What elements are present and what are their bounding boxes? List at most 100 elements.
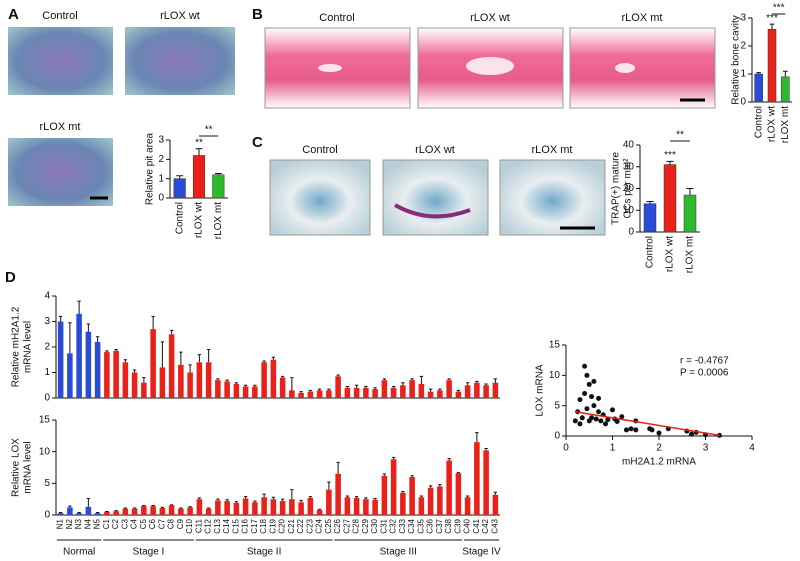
point <box>610 407 615 413</box>
x-tick-label: C38 <box>444 518 453 533</box>
cavity <box>466 57 514 75</box>
y-tick-label: 2 <box>740 41 746 52</box>
x-tick-label: 3 <box>703 443 709 454</box>
significance-label: *** <box>664 150 676 161</box>
error-bar <box>142 377 146 383</box>
bar <box>150 329 156 398</box>
error-bar <box>280 375 285 378</box>
stage-label: Stage III <box>380 547 417 558</box>
bar <box>492 494 499 515</box>
y-tick-label: 5 <box>44 478 50 489</box>
x-tick-label: rLOX wt <box>767 106 778 142</box>
x-tick-label: C30 <box>370 518 379 533</box>
y-axis-label: mRNA level <box>23 321 34 373</box>
point <box>572 418 578 424</box>
bar <box>192 155 206 199</box>
x-tick-label: C15 <box>231 518 240 533</box>
bar <box>233 502 240 515</box>
bar <box>381 380 388 398</box>
bar <box>316 509 323 515</box>
x-tick-label: C25 <box>324 518 333 533</box>
bar <box>307 391 314 398</box>
x-tick-label: C35 <box>416 518 425 533</box>
y-tick-label: 10 <box>39 446 51 457</box>
bar <box>418 383 425 398</box>
x-tick-label: C37 <box>435 518 444 533</box>
error-bar <box>86 498 91 507</box>
x-tick-label: N1 <box>56 518 65 529</box>
bar <box>455 473 462 515</box>
bar <box>113 350 119 398</box>
bar <box>298 392 304 398</box>
error-bar <box>262 493 266 498</box>
x-tick-label: C42 <box>481 518 490 533</box>
error-bar <box>410 475 414 477</box>
bar <box>279 377 286 398</box>
image-title: rLOX wt <box>470 12 510 24</box>
micrograph <box>125 27 235 95</box>
bar <box>390 459 397 515</box>
error-bar <box>475 380 479 383</box>
x-tick-label: rLOX mt <box>685 236 696 273</box>
error-bar <box>195 148 203 156</box>
point <box>589 415 595 421</box>
x-tick-label: C36 <box>426 518 435 533</box>
point <box>584 372 590 378</box>
fit-line <box>575 410 720 437</box>
error-bar <box>216 498 220 501</box>
bar <box>381 475 388 515</box>
point <box>579 415 585 421</box>
y-axis-label: Relative mH2A1.2 <box>11 306 22 387</box>
error-bar <box>456 389 461 392</box>
bar <box>252 386 258 398</box>
y-tick-label: 2 <box>158 154 164 165</box>
error-bar <box>317 508 322 510</box>
error-bar <box>299 499 303 503</box>
bar <box>455 391 462 398</box>
error-bar <box>345 386 350 388</box>
error-bar <box>188 364 192 373</box>
error-bar <box>666 160 674 165</box>
micrograph <box>499 159 606 236</box>
bar <box>270 499 277 515</box>
significance-label: *** <box>773 3 785 14</box>
y-tick-label: 40 <box>623 140 635 151</box>
panel-label: B <box>252 6 263 23</box>
bar <box>205 508 212 515</box>
x-tick-label: C29 <box>361 518 370 533</box>
bar <box>437 486 443 515</box>
x-tick-label: 1 <box>610 443 616 454</box>
bar <box>464 497 471 515</box>
error-bar <box>206 507 211 509</box>
error-bar <box>465 382 470 386</box>
y-tick-label: 15 <box>39 415 51 426</box>
x-tick-label: C7 <box>157 518 166 529</box>
bar <box>483 450 489 515</box>
point <box>598 418 604 424</box>
bar <box>643 203 657 233</box>
bar <box>141 382 147 398</box>
x-tick-label: C33 <box>398 518 407 533</box>
x-tick-label: C5 <box>139 518 148 529</box>
point <box>584 406 590 412</box>
bar <box>242 386 249 398</box>
error-bar <box>280 498 285 502</box>
x-tick-label: C17 <box>250 518 259 533</box>
panel-c-images <box>269 159 606 236</box>
micrograph <box>382 159 489 236</box>
x-tick-label: 4 <box>749 443 755 454</box>
error-bar <box>243 496 248 499</box>
bar <box>781 76 790 103</box>
x-tick-label: C23 <box>305 518 314 533</box>
error-bar <box>151 505 155 507</box>
bar <box>344 497 351 515</box>
y-tick-label: 15 <box>549 340 561 351</box>
bar <box>85 506 92 515</box>
bar <box>224 381 230 398</box>
error-bar <box>68 505 72 508</box>
bar <box>326 390 332 398</box>
bar <box>159 508 166 515</box>
error-bar <box>160 341 165 368</box>
x-tick-label: C34 <box>407 518 416 533</box>
error-bar <box>197 497 202 500</box>
